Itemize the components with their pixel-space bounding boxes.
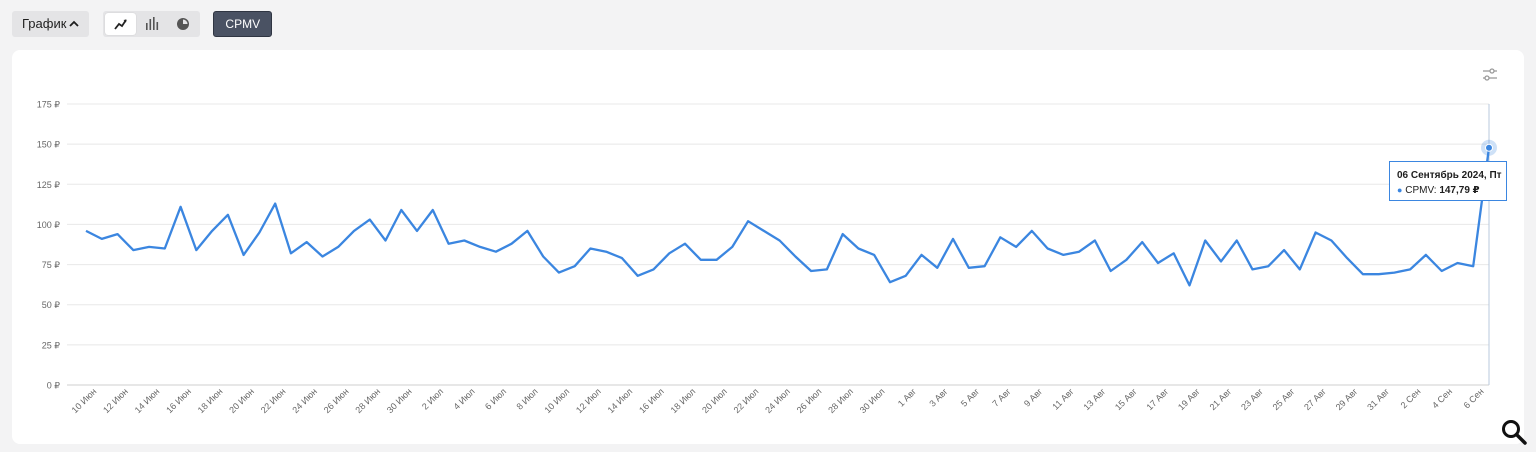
y-tick-label: 75 ₽: [42, 260, 61, 270]
x-tick-label: 13 Авг: [1081, 386, 1107, 412]
y-tick-label: 125 ₽: [37, 180, 61, 190]
x-tick-label: 5 Авг: [959, 386, 982, 409]
x-tick-label: 24 Июн: [290, 386, 319, 415]
series-dot-icon: ●: [1397, 185, 1402, 195]
x-tick-label: 18 Июн: [196, 386, 225, 415]
highlight-marker[interactable]: [1486, 144, 1493, 151]
highlight-point: [1481, 140, 1497, 156]
x-tick-label: 10 Июл: [542, 386, 571, 415]
x-tick-label: 16 Июн: [164, 386, 193, 415]
x-tick-label: 25 Авг: [1271, 386, 1297, 412]
tooltip-series-row: ● CPMV: 147,79 ₽: [1397, 183, 1506, 198]
y-tick-label: 0 ₽: [47, 381, 61, 391]
x-tick-label: 8 Июл: [515, 386, 540, 411]
x-tick-label: 1 Авг: [896, 386, 919, 409]
x-tick-label: 26 Июн: [322, 386, 351, 415]
tooltip-series-name: CPMV: [1405, 185, 1434, 196]
x-tick-label: 22 Июн: [259, 386, 288, 415]
x-tick-label: 2 Сен: [1399, 386, 1423, 410]
x-tick-label: 30 Июн: [385, 386, 414, 415]
x-tick-label: 27 Авг: [1302, 386, 1328, 412]
x-tick-label: 28 Июн: [353, 386, 382, 415]
y-tick-label: 25 ₽: [42, 340, 61, 350]
x-tick-label: 17 Авг: [1145, 386, 1171, 412]
x-tick-label: 15 Авг: [1113, 386, 1139, 412]
y-axis-ticks: 0 ₽ 25 ₽ 50 ₽ 75 ₽ 100 ₽ 125 ₽ 150 ₽ 175 ₽: [37, 100, 61, 391]
y-tick-label: 150 ₽: [37, 140, 61, 150]
x-tick-label: 9 Авг: [1022, 386, 1045, 409]
x-tick-label: 20 Июн: [227, 386, 256, 415]
x-tick-label: 16 Июл: [637, 386, 666, 415]
x-tick-label: 24 Июл: [763, 386, 792, 415]
x-tick-label: 12 Июл: [574, 386, 603, 415]
x-tick-label: 3 Авг: [927, 386, 950, 409]
x-tick-label: 30 Июл: [858, 386, 887, 415]
y-tick-label: 50 ₽: [42, 300, 61, 310]
chart-grid: [67, 104, 1489, 385]
y-tick-label: 100 ₽: [37, 220, 61, 230]
x-tick-label: 2 Июл: [420, 386, 445, 411]
tooltip-value: 147,79 ₽: [1439, 185, 1479, 196]
x-tick-label: 26 Июл: [795, 386, 824, 415]
x-tick-label: 11 Авг: [1050, 386, 1076, 412]
x-tick-label: 22 Июл: [732, 386, 761, 415]
x-tick-label: 20 Июл: [700, 386, 729, 415]
x-tick-label: 21 Авг: [1208, 386, 1234, 412]
x-tick-label: 23 Авг: [1239, 386, 1265, 412]
x-tick-label: 29 Авг: [1334, 386, 1360, 412]
magnifier-icon[interactable]: [1500, 418, 1528, 446]
chart-tooltip: 06 Сентябрь 2024, Пт ● CPMV: 147,79 ₽: [1389, 161, 1507, 201]
x-tick-label: 14 Июл: [606, 386, 635, 415]
x-tick-label: 18 Июл: [669, 386, 698, 415]
x-tick-label: 7 Авг: [990, 386, 1013, 409]
x-tick-label: 4 Сен: [1430, 386, 1454, 410]
x-tick-label: 28 Июл: [826, 386, 855, 415]
y-tick-label: 175 ₽: [37, 100, 61, 110]
x-tick-label: 10 Июн: [70, 386, 99, 415]
x-tick-label: 19 Авг: [1176, 386, 1202, 412]
x-tick-label: 31 Авг: [1365, 386, 1391, 412]
x-tick-label: 4 Июл: [451, 386, 476, 411]
tooltip-date: 06 Сентябрь 2024, Пт: [1397, 168, 1506, 183]
x-tick-label: 6 Сен: [1462, 386, 1486, 410]
x-tick-label: 6 Июл: [483, 386, 508, 411]
x-tick-label: 14 Июн: [133, 386, 162, 415]
x-axis-ticks: 10 Июн 12 Июн 14 Июн 16 Июн 18 Июн 20 Июн 22 И…: [70, 386, 1486, 415]
x-tick-label: 12 Июн: [101, 386, 130, 415]
